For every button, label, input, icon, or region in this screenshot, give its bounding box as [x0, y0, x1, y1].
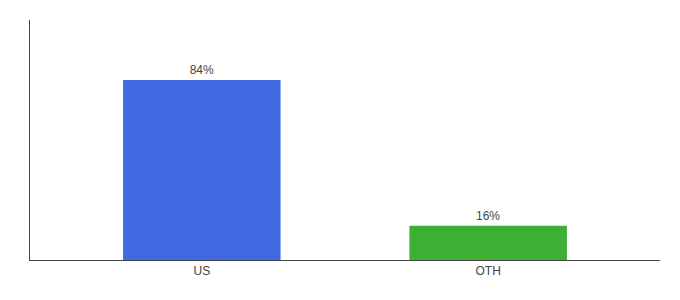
svg-text:US: US	[193, 264, 210, 278]
svg-text:84%: 84%	[190, 63, 214, 77]
svg-text:OTH: OTH	[476, 264, 501, 278]
svg-text:16%: 16%	[476, 209, 500, 223]
